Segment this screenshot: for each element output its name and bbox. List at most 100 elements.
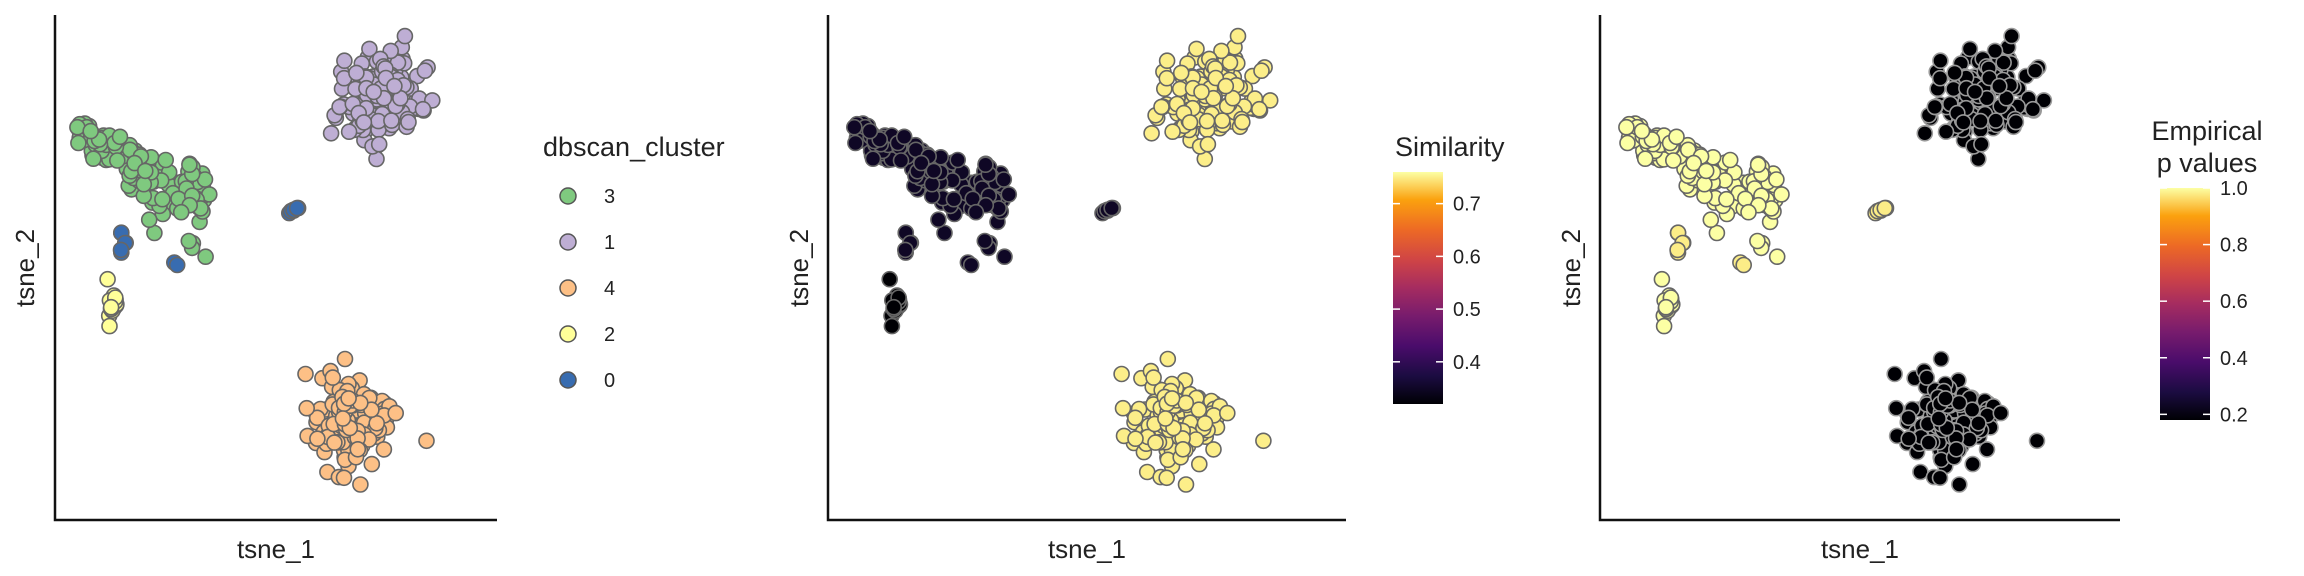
scatter-point — [336, 52, 353, 70]
scatter-point — [1708, 224, 1726, 242]
scatter-point — [1978, 441, 1996, 458]
scatter-point — [335, 469, 353, 487]
scatter-point — [967, 203, 985, 221]
scatter-point — [1876, 199, 1894, 217]
scatter-point — [1702, 211, 1720, 228]
scatter-point — [1255, 432, 1272, 450]
scatter-point — [1916, 125, 1934, 142]
colorbar-tick-label: 0.4 — [1453, 352, 1481, 374]
scatter-point — [1234, 113, 1251, 131]
scatter-point — [912, 154, 930, 172]
scatter-point — [945, 190, 963, 208]
legend-title-similarity: Similarity — [1395, 132, 1505, 162]
scatter-point — [414, 100, 432, 118]
legend-label-2: 2 — [604, 324, 615, 346]
scatter-point — [387, 404, 405, 422]
scatter-point — [1768, 171, 1785, 188]
scatter-point — [881, 270, 899, 288]
scatter-point — [1900, 409, 1917, 427]
scatter-point — [1987, 112, 2005, 129]
x-axis-title: tsne_1 — [237, 534, 315, 564]
scatter-points-similarity — [845, 27, 1279, 493]
scatter-point — [348, 64, 365, 82]
scatter-point — [1253, 62, 1270, 79]
scatter-point — [1735, 256, 1752, 274]
scatter-point — [288, 199, 306, 217]
legend-dbscan: 3 1 4 2 0 — [559, 186, 615, 392]
scatter-point — [363, 455, 381, 473]
legend-label-4: 4 — [604, 278, 615, 300]
scatter-point — [137, 162, 154, 180]
scatter-point — [1948, 440, 1965, 458]
scatter-point — [340, 123, 358, 140]
scatter-point — [1174, 440, 1192, 458]
legend-key-1 — [559, 233, 577, 251]
scatter-point — [181, 156, 198, 173]
scatter-point — [1970, 414, 1987, 432]
scatter-point — [309, 430, 326, 448]
scatter-point — [1937, 123, 1955, 140]
scatter-point — [1198, 112, 1216, 130]
scatter-point — [1655, 317, 1673, 335]
axes-pvalues — [1598, 15, 2120, 522]
axes-similarity — [826, 15, 1346, 522]
scatter-point — [1619, 134, 1636, 152]
scatter-point — [925, 162, 943, 180]
scatter-point — [154, 190, 171, 208]
scatter-point — [1158, 469, 1175, 487]
scatter-point — [99, 270, 116, 288]
colorbar-tick-label: 0.4 — [2220, 348, 2248, 370]
scatter-point — [112, 241, 130, 259]
y-axis-title: tsne_2 — [784, 229, 814, 307]
scatter-point — [1219, 404, 1236, 422]
scatter-point — [1213, 42, 1230, 60]
scatter-point — [197, 248, 214, 266]
scatter-point — [1749, 156, 1767, 173]
scatter-point — [1930, 410, 1947, 427]
scatter-point — [1114, 399, 1132, 417]
colorbar-tick-label: 0.6 — [2220, 291, 2248, 313]
scatter-point — [1205, 441, 1222, 458]
scatter-point — [1159, 350, 1177, 368]
scatter-point — [930, 211, 947, 228]
scatter-point — [1768, 248, 1786, 266]
colorbar-tick-label: 0.8 — [2220, 235, 2248, 257]
scatter-points-pvalues — [1618, 27, 2053, 493]
scatter-point — [949, 151, 967, 169]
scatter-point — [845, 118, 863, 136]
scatter-point — [1163, 390, 1181, 407]
scatter-point — [326, 434, 343, 451]
colorbar-tick-label: 0.7 — [1453, 194, 1481, 216]
scatter-point — [977, 156, 994, 173]
scatter-point — [1188, 40, 1205, 58]
scatter-point — [1147, 434, 1164, 451]
scatter-point — [861, 122, 879, 140]
legend-key-4 — [559, 279, 577, 297]
colorbar-tick-label: 0.5 — [1453, 299, 1481, 321]
colorbar-tick-label: 1.0 — [2220, 178, 2248, 200]
scatter-point — [1653, 270, 1671, 288]
scatter-point — [172, 203, 190, 221]
scatter-point — [1618, 118, 1635, 136]
scatter-point — [1740, 203, 1757, 221]
scatter-point — [324, 369, 342, 386]
scatter-point — [976, 232, 994, 250]
colorbar-pvalues: 0.2 0.4 0.6 0.8 1.0 — [2160, 178, 2248, 426]
scatter-point — [1749, 232, 1766, 250]
scatter-point — [1177, 476, 1195, 493]
colorbar-tick-label: 0.2 — [2220, 404, 2248, 426]
scatter-point — [85, 150, 102, 167]
scatter-point — [1158, 52, 1176, 70]
scatter-point — [995, 171, 1013, 188]
scatter-point — [1972, 112, 1989, 130]
scatter-points-dbscan — [69, 27, 441, 493]
scatter-point — [1995, 54, 2012, 71]
scatter-point — [1193, 83, 1210, 101]
scatter-point — [298, 399, 316, 417]
colorbar-tick-label: 0.6 — [1453, 246, 1481, 268]
scatter-point — [1217, 77, 1235, 95]
scatter-point — [1931, 469, 1949, 487]
scatter-point — [1177, 394, 1195, 412]
scatter-point — [70, 134, 87, 152]
